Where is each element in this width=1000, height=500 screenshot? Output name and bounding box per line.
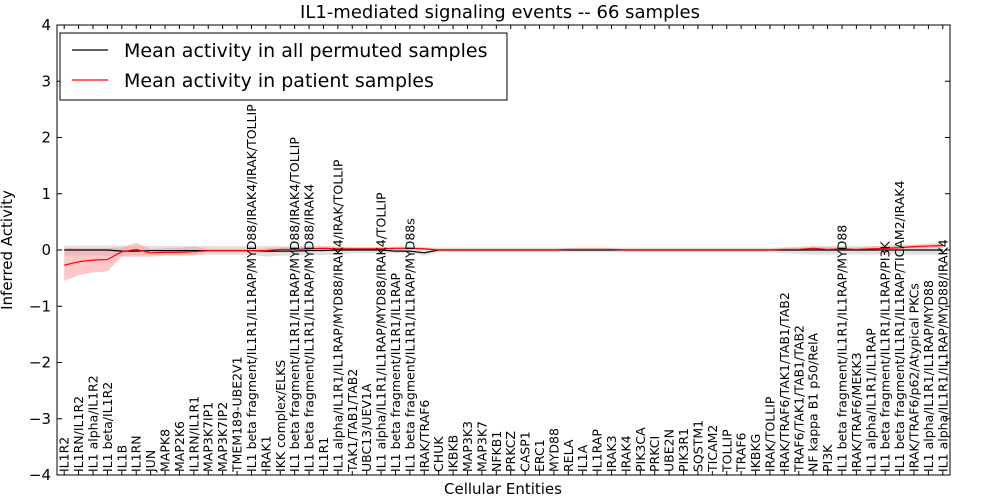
x-category-label: IL1R1: [316, 437, 331, 472]
x-category-label: IL1 beta fragment/IL1R1/IL1RAP/MYD88s: [402, 218, 417, 472]
legend-box: [59, 32, 508, 101]
y-tick-label: −4: [29, 466, 51, 484]
x-category-label: IL1 alpha/IL1R1/IL1RAP: [863, 328, 878, 472]
x-category-label: IL1RN/IL1R1: [186, 396, 201, 472]
x-category-label: UBC13/UEV1A: [359, 383, 374, 472]
x-category-label: IL1 beta fragment/IL1R1/IL1RAP: [388, 272, 403, 472]
x-category-label: MAP3K3: [460, 421, 475, 472]
x-category-label: PI3K: [820, 444, 835, 472]
x-category-label: PRKCZ: [503, 431, 518, 472]
y-tick-label: 3: [41, 72, 51, 90]
x-category-label: IL1 beta fragment/IL1R1/IL1RAP/TICAM2/IR…: [892, 181, 907, 472]
x-category-label: MAP3K7IP2: [215, 402, 230, 472]
x-category-label: NF kappa B1 p50/RelA: [806, 332, 821, 472]
x-category-label: TICAM2: [705, 425, 720, 473]
legend: Mean activity in all permuted samples Me…: [59, 32, 508, 101]
x-category-label: IL1 beta fragment/IL1R1/IL1RAP/MYD88/IRA…: [287, 137, 302, 472]
x-category-label: PRKCI: [647, 436, 662, 472]
x-category-label: MAP3K7: [474, 421, 489, 472]
x-category-label: MAPK8: [158, 429, 173, 472]
x-category-label: IL1A: [575, 444, 590, 472]
x-category-label: RELA: [561, 439, 576, 472]
x-category-label: IRAK/TOLLIP: [762, 396, 777, 472]
x-axis-title: Cellular Entities: [444, 480, 562, 498]
x-category-label: IL1 alpha/IL1R1/IL1RAP/MYD88/IRAK4: [935, 239, 950, 472]
x-category-label: IL1 alpha/IL1R2: [86, 375, 101, 472]
x-category-label: MAP2K6: [172, 421, 187, 472]
x-category-label: IL1B: [114, 445, 129, 472]
y-tick-label: 2: [41, 129, 51, 147]
x-category-label: IRAK4: [618, 435, 633, 472]
x-category-label: NFKB1: [489, 431, 504, 472]
y-tick-label: 1: [41, 185, 51, 203]
x-category-label: IRAK3: [604, 435, 619, 472]
x-category-label: TRAF6/TAK1/TAB1/TAB2: [791, 325, 806, 473]
x-category-label: IKK complex/ELKS: [273, 360, 288, 472]
x-category-label: PIK3CA: [633, 427, 648, 472]
x-category-label: MAP3K7IP1: [201, 402, 216, 472]
y-tick-label: −3: [29, 410, 51, 428]
x-category-label: IL1RAP: [590, 429, 605, 472]
x-category-label: IRAK/TRAF6/p62/Atypical PKCs: [906, 283, 921, 472]
y-tick-label: −1: [29, 297, 51, 315]
x-category-label: IRAK/TRAF6/MEKK3: [849, 352, 864, 472]
x-category-label: IL1RN/IL1R2: [71, 396, 86, 472]
x-category-label: IL1R2: [57, 437, 72, 472]
y-tick-label: 4: [41, 16, 51, 34]
x-category-label: IL1 alpha/IL1R1/IL1RAP/MYD88/IRAK4/TOLLI…: [374, 192, 389, 472]
y-tick-label: −2: [29, 354, 51, 372]
x-category-label: TAK1/TAB1/TAB2: [345, 369, 360, 473]
y-tick-label: 0: [41, 241, 51, 259]
x-category-label: IRAK/TRAF6/TAK1/TAB1/TAB2: [777, 292, 792, 472]
x-category-label: IKBKG: [748, 434, 763, 472]
x-category-label: IL1 beta/IL1R2: [100, 382, 115, 472]
series-lines: [64, 244, 943, 266]
x-category-label: ERC1: [532, 439, 547, 472]
x-category-label: CHUK: [431, 436, 446, 472]
x-category-label: IRAK1: [258, 435, 273, 472]
legend-label-permuted: Mean activity in all permuted samples: [124, 40, 487, 62]
x-category-label: SQSTM1: [690, 420, 705, 472]
x-category-label: TRAF6: [734, 432, 749, 473]
x-category-label: PIK3R1: [676, 428, 691, 472]
x-category-label: IL1 beta fragment/IL1R1/IL1RAP/MYD88: [834, 225, 849, 472]
x-category-label: IL1 beta fragment/IL1R1/IL1RAP/MYD88/IRA…: [302, 184, 317, 472]
y-axis: −4 −3 −2 −1 0 1 2 3 4: [29, 16, 950, 484]
x-axis-category-labels: IL1R2 IL1RN/IL1R2 IL1 alpha/IL1R2 IL1 beta/…: [57, 25, 950, 475]
series-line-patient: [64, 244, 943, 266]
x-category-label: IRAK/TRAF6: [417, 400, 432, 472]
x-category-label: MYD88: [546, 428, 561, 472]
x-category-label: TOLLIP: [719, 429, 734, 473]
x-category-label: IL1 alpha/IL1R1/IL1RAP/MYD88: [921, 280, 936, 472]
y-axis-title: Inferred Activity: [0, 190, 16, 310]
x-category-label: IL1 alpha/IL1R1/IL1RAP/MYD88/IRAK4/IRAK/…: [330, 159, 345, 472]
legend-label-patient: Mean activity in patient samples: [124, 70, 434, 92]
x-category-label: TMEM189-UBE2V1: [230, 356, 245, 473]
chart-title: IL1-mediated signaling events -- 66 samp…: [300, 2, 700, 23]
x-category-label: UBE2N: [662, 429, 677, 472]
x-category-label: CASP1: [518, 431, 533, 472]
x-category-label: IL1 beta fragment/IL1R1/IL1RAP/MYD88/IRA…: [244, 104, 259, 472]
x-category-label: IL1RN: [129, 435, 144, 472]
x-category-label: IL1 beta fragment/IL1R1/IL1RAP/PI3K: [878, 241, 893, 472]
x-category-label: IKBKB: [446, 435, 461, 472]
x-category-label: JUN: [143, 450, 158, 473]
